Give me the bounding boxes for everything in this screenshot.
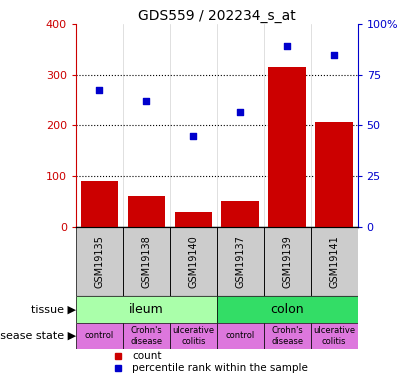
Point (237, 110, 244, 116)
Title: GDS559 / 202234_s_at: GDS559 / 202234_s_at (138, 9, 296, 23)
Text: ulcerative
colitis: ulcerative colitis (313, 326, 355, 345)
Bar (170, 322, 217, 349)
Point (96, 87, 103, 93)
Text: GSM19135: GSM19135 (95, 235, 104, 288)
Text: ulcerative
colitis: ulcerative colitis (172, 326, 215, 345)
Text: GSM19138: GSM19138 (141, 235, 151, 288)
Bar (123, 322, 170, 349)
Text: disease state ▶: disease state ▶ (0, 331, 76, 341)
Point (143, 98, 150, 104)
Bar (217, 296, 358, 322)
Bar (76, 322, 123, 349)
Point (190, 133, 196, 139)
Bar (264, 322, 311, 349)
Bar (217, 226, 264, 296)
Bar (315, 122, 353, 226)
Bar (264, 226, 311, 296)
Text: count: count (132, 351, 162, 361)
Bar (268, 68, 306, 226)
Bar (222, 201, 259, 226)
Bar (81, 181, 118, 226)
Text: ileum: ileum (129, 303, 164, 316)
Bar (311, 322, 358, 349)
Text: colon: colon (270, 303, 304, 316)
Bar (311, 226, 358, 296)
Point (331, 52, 337, 58)
Point (284, 43, 291, 49)
Text: control: control (226, 332, 255, 340)
Text: percentile rank within the sample: percentile rank within the sample (132, 363, 308, 373)
Bar (128, 196, 165, 226)
Text: Crohn's
disease: Crohn's disease (271, 326, 303, 345)
Text: Crohn's
disease: Crohn's disease (130, 326, 162, 345)
Bar (76, 226, 123, 296)
Text: tissue ▶: tissue ▶ (31, 304, 76, 314)
Bar (217, 322, 264, 349)
Text: GSM19137: GSM19137 (235, 235, 245, 288)
Text: control: control (85, 332, 114, 340)
Bar (123, 226, 170, 296)
Text: GSM19141: GSM19141 (329, 235, 339, 288)
Bar (170, 226, 217, 296)
Text: GSM19139: GSM19139 (282, 235, 292, 288)
Bar (175, 212, 212, 226)
Text: GSM19140: GSM19140 (188, 235, 199, 288)
Bar (76, 296, 217, 322)
